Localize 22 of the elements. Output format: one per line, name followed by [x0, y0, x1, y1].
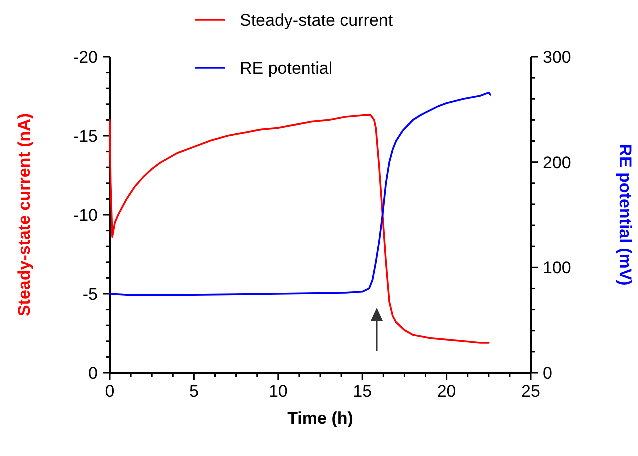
line-series	[109, 92, 492, 296]
x-tick-label: 15	[353, 382, 372, 401]
y2-tick-label: 200	[543, 153, 572, 172]
y-tick-label: 0	[88, 364, 98, 383]
x-tick-label: 5	[189, 382, 199, 401]
line-series	[109, 114, 490, 344]
y-axis-title: Steady-state current (nA)	[15, 113, 34, 317]
x-tick-label: 0	[105, 382, 115, 401]
y-tick-label: -20	[73, 48, 98, 67]
y2-tick-label: 300	[543, 48, 572, 67]
x-tick-label: 10	[268, 382, 288, 401]
legend-label: RE potential	[240, 59, 333, 78]
y2-tick-label: 100	[543, 258, 572, 278]
x-tick-label: 20	[437, 382, 456, 401]
x-axis-title: Time (h)	[288, 409, 354, 428]
y-tick-label: -5	[82, 285, 98, 304]
x-tick-label: 25	[522, 382, 540, 401]
y-tick-label: -10	[73, 206, 98, 225]
legend-label: Steady-state current	[240, 11, 394, 30]
y-tick-label: -15	[73, 127, 98, 146]
y2-tick-label: 0	[543, 364, 552, 383]
y2-axis-title: RE potential (mV)	[616, 144, 635, 286]
